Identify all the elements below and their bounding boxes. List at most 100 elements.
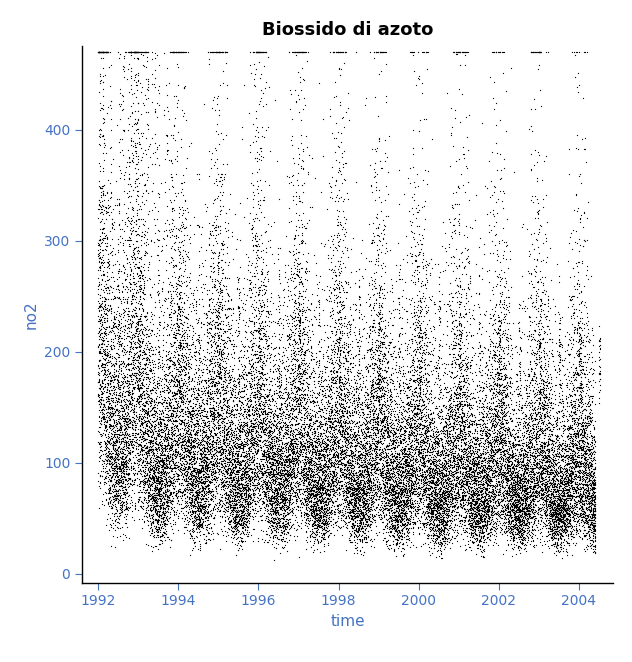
Point <box>294 375 304 386</box>
Point <box>321 424 331 435</box>
Point <box>123 359 133 370</box>
Point <box>434 498 444 508</box>
Point <box>574 321 584 332</box>
Point <box>303 469 313 479</box>
Point <box>442 437 452 448</box>
Point <box>185 347 195 357</box>
Point <box>477 352 487 363</box>
Point <box>136 231 146 242</box>
Point <box>492 401 502 412</box>
Point <box>320 470 331 481</box>
Point <box>377 224 387 235</box>
Point <box>509 490 520 500</box>
Point <box>429 498 439 508</box>
Point <box>143 336 154 346</box>
Point <box>321 518 331 529</box>
Point <box>435 526 446 536</box>
Point <box>441 401 451 411</box>
Point <box>468 528 478 538</box>
Point <box>384 487 394 497</box>
Point <box>439 525 449 536</box>
Point <box>483 512 494 522</box>
Point <box>535 423 545 434</box>
Point <box>233 505 243 516</box>
Point <box>405 395 415 406</box>
Point <box>327 481 337 491</box>
Point <box>573 274 583 285</box>
Point <box>117 506 127 516</box>
Point <box>109 216 119 227</box>
Point <box>406 220 416 230</box>
Point <box>396 512 406 522</box>
Point <box>498 491 508 501</box>
Point <box>414 528 424 538</box>
Point <box>288 496 298 507</box>
Point <box>425 418 435 429</box>
Point <box>530 468 540 479</box>
Point <box>285 497 295 508</box>
Point <box>113 442 123 453</box>
Point <box>482 415 492 426</box>
Point <box>135 138 145 149</box>
Point <box>297 263 307 273</box>
Point <box>123 376 133 387</box>
Point <box>477 525 487 536</box>
Point <box>461 489 471 500</box>
Point <box>103 497 113 508</box>
Point <box>287 317 297 328</box>
Point <box>542 452 552 463</box>
Point <box>479 438 489 449</box>
Point <box>339 328 349 338</box>
Point <box>166 475 176 486</box>
Point <box>173 377 183 387</box>
Point <box>567 465 577 476</box>
Point <box>355 460 365 471</box>
Point <box>491 217 501 228</box>
Point <box>581 479 592 489</box>
Point <box>362 296 372 307</box>
Point <box>247 360 257 371</box>
Point <box>480 511 490 522</box>
Point <box>112 234 123 244</box>
Point <box>581 418 592 429</box>
Point <box>249 475 259 485</box>
Point <box>463 426 473 437</box>
Point <box>407 355 417 365</box>
Point <box>483 406 494 416</box>
Point <box>377 381 387 391</box>
Point <box>97 274 107 285</box>
Point <box>124 473 134 483</box>
Point <box>516 435 526 446</box>
Point <box>421 347 431 357</box>
Point <box>231 461 241 471</box>
Point <box>515 361 525 372</box>
Point <box>516 529 526 540</box>
Point <box>94 203 104 214</box>
Point <box>246 479 257 490</box>
Point <box>530 233 540 244</box>
Point <box>569 407 579 418</box>
Point <box>131 219 141 230</box>
Point <box>245 479 255 489</box>
Point <box>551 459 561 470</box>
Point <box>178 342 188 353</box>
Point <box>473 392 483 402</box>
Point <box>563 371 573 381</box>
Point <box>177 406 187 416</box>
Point <box>509 488 520 498</box>
Point <box>136 371 146 381</box>
Point <box>297 235 307 246</box>
Point <box>441 417 451 428</box>
Point <box>459 454 469 465</box>
Point <box>327 477 337 488</box>
Point <box>485 496 495 506</box>
Point <box>180 469 190 480</box>
Point <box>277 465 287 475</box>
Point <box>229 381 240 392</box>
Point <box>238 445 248 455</box>
Point <box>374 330 384 340</box>
Point <box>566 406 576 416</box>
Point <box>415 479 425 490</box>
Point <box>358 489 368 499</box>
Point <box>454 501 465 512</box>
